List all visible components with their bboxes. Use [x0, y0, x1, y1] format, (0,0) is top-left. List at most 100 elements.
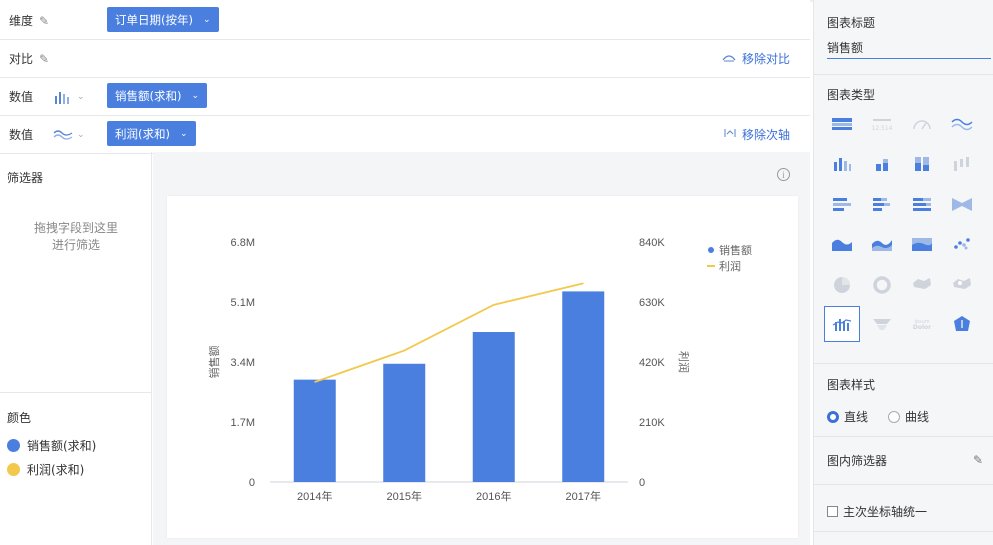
- rose-chart-icon: [954, 316, 970, 331]
- radio-unselected-icon[interactable]: [888, 410, 900, 423]
- x-axis-tick-label: 2016年: [476, 489, 511, 503]
- value-field-label-profit: 利润(求和): [115, 126, 170, 141]
- chart-type-combo-chart[interactable]: [824, 306, 860, 342]
- dimension-row: 维度 ✎ 订单日期(按年) ⌄: [0, 2, 810, 40]
- value-field-chip-profit[interactable]: 利润(求和) ⌄: [107, 121, 196, 146]
- horizontal-stacked-100-icon: [913, 198, 931, 211]
- chevron-down-icon[interactable]: ⌄: [179, 128, 188, 139]
- left-axis-tick-label: 1.7M: [231, 417, 255, 429]
- edit-pencil-icon[interactable]: ✎: [972, 453, 983, 467]
- value-field-chip-sales[interactable]: 销售额(求和) ⌄: [107, 83, 208, 108]
- color-legend-item-sales[interactable]: 销售额(求和): [7, 437, 96, 454]
- filter-title: 筛选器: [7, 171, 44, 185]
- filter-hint-line1: 拖拽字段到这里: [33, 221, 118, 235]
- chart-type-range-bar[interactable]: [944, 146, 980, 182]
- info-icon[interactable]: i: [777, 168, 790, 181]
- right-axis-title: 利润: [677, 351, 691, 373]
- line-chart-type-selector[interactable]: ⌄: [53, 128, 85, 142]
- divider: [814, 484, 993, 485]
- value-field-label-sales: 销售额(求和): [115, 88, 182, 103]
- chart-type-map[interactable]: [904, 266, 940, 302]
- dimension-field-chip[interactable]: 订单日期(按年) ⌄: [107, 7, 219, 32]
- chart-type-area-100[interactable]: [904, 226, 940, 262]
- chart-type-map-bubble[interactable]: [944, 266, 980, 302]
- remove-compare-button[interactable]: 移除对比: [722, 50, 790, 67]
- color-legend-item-profit[interactable]: 利润(求和): [7, 461, 84, 478]
- radio-selected-icon[interactable]: [827, 410, 839, 423]
- chevron-down-icon[interactable]: ⌄: [191, 90, 200, 101]
- chart-type-stacked-area[interactable]: [864, 226, 900, 262]
- chart-title-input[interactable]: 销售额: [827, 39, 991, 59]
- chart-type-butterfly[interactable]: [944, 186, 980, 222]
- inner-filter-label: 图内筛选器: [827, 454, 888, 468]
- horizontal-stacked-icon: [873, 198, 890, 211]
- chart-type-table[interactable]: [824, 106, 860, 142]
- butterfly-icon: [952, 198, 972, 211]
- line-point-profit-2017年: [582, 282, 584, 284]
- edit-pencil-icon[interactable]: ✎: [39, 13, 50, 28]
- chart-type-horizontal-stacked-100[interactable]: [904, 186, 940, 222]
- chart-type-rose-chart[interactable]: [944, 306, 980, 342]
- chart-type-horizontal-bar[interactable]: [824, 186, 860, 222]
- chart-type-donut-chart[interactable]: [864, 266, 900, 302]
- area-line-icon: [951, 118, 973, 131]
- bar-sales-2017年: [562, 291, 605, 482]
- style-option-label: 曲线: [905, 410, 930, 424]
- right-axis-tick-label: 840K: [639, 237, 665, 249]
- chevron-down-icon[interactable]: ⌄: [202, 14, 211, 25]
- edit-pencil-icon[interactable]: ✎: [39, 51, 50, 66]
- chart-type-stacked-bar-100[interactable]: [904, 146, 940, 182]
- chart-type-scatter[interactable]: [944, 226, 980, 262]
- color-swatch[interactable]: [7, 463, 20, 476]
- color-legend-label: 销售额(求和): [27, 439, 97, 453]
- x-axis-tick-label: 2014年: [297, 489, 332, 503]
- compare-row: 对比 ✎ 移除对比: [0, 40, 810, 78]
- dimension-field-label: 订单日期(按年): [115, 12, 193, 27]
- chart-type-horizontal-stacked[interactable]: [864, 186, 900, 222]
- chart-type-number-card[interactable]: 12,514: [864, 106, 900, 142]
- chart-canvas-area: i 0 1.7M 3.4M 5.1M 6.8M 0 210K 420K 630K 840K 销售额利…: [153, 152, 810, 545]
- chart-type-bar-chart[interactable]: [824, 146, 860, 182]
- value-row-secondary: 数值 ⌄ 利润(求和) ⌄ 移除次轴: [0, 116, 810, 154]
- left-axis-tick-label: 5.1M: [231, 297, 255, 309]
- bar-chart-type-selector[interactable]: ⌄: [53, 90, 85, 104]
- divider: [814, 436, 993, 437]
- color-swatch[interactable]: [7, 439, 20, 452]
- x-axis-tick-label: 2015年: [387, 489, 422, 503]
- secondary-axis-icon: [724, 128, 736, 141]
- checkbox-icon[interactable]: [827, 506, 838, 517]
- scatter-icon: [954, 238, 970, 250]
- range-bar-icon: [954, 157, 969, 171]
- line-point-profit-2015年: [403, 350, 405, 352]
- style-radio-curve[interactable]: 曲线: [888, 408, 929, 425]
- chart-type-funnel[interactable]: [864, 306, 900, 342]
- right-axis-tick-label: 630K: [639, 297, 665, 309]
- bar-sales-2015年: [383, 363, 426, 482]
- chart-type-stacked-bar[interactable]: [864, 146, 900, 182]
- divider: [814, 531, 993, 532]
- svg-text:Dolor: Dolor: [913, 324, 931, 331]
- area-line-icon: [53, 129, 73, 140]
- color-title: 颜色: [7, 411, 32, 425]
- chart-type-area-line[interactable]: [944, 106, 980, 142]
- funnel-icon: [873, 319, 891, 330]
- chart-style-label: 图表样式: [827, 378, 876, 392]
- chart-type-word-cloud[interactable]: Ipsum Dolor: [904, 306, 940, 342]
- remove-secondary-axis-button[interactable]: 移除次轴: [724, 126, 790, 143]
- chart-card: 0 1.7M 3.4M 5.1M 6.8M 0 210K 420K 630K 840K 销售额 利润 2…: [167, 196, 798, 538]
- bar-sales-2016年: [472, 332, 515, 482]
- bar-chart-icon: [834, 158, 851, 171]
- style-radio-straight[interactable]: 直线: [827, 408, 868, 425]
- chart-type-pie-chart[interactable]: [824, 266, 860, 302]
- filter-panel: 筛选器 拖拽字段到这里 进行筛选 颜色 销售额(求和) 利润(求和): [0, 152, 152, 545]
- filter-drop-zone[interactable]: 拖拽字段到这里 进行筛选: [0, 220, 152, 254]
- unify-axis-checkbox[interactable]: 主次坐标轴统一: [827, 503, 927, 520]
- chevron-down-icon: ⌄: [77, 91, 85, 102]
- chart-type-label: 图表类型: [827, 88, 876, 102]
- chart-type-gauge[interactable]: [904, 106, 940, 142]
- properties-panel: 图表标题 销售额 图表类型 12,514 Ipsum Dolor 图表样式 直线 曲…: [813, 0, 993, 545]
- area-chart-icon: [832, 239, 852, 251]
- divider: [814, 363, 993, 364]
- chart-type-area-chart[interactable]: [824, 226, 860, 262]
